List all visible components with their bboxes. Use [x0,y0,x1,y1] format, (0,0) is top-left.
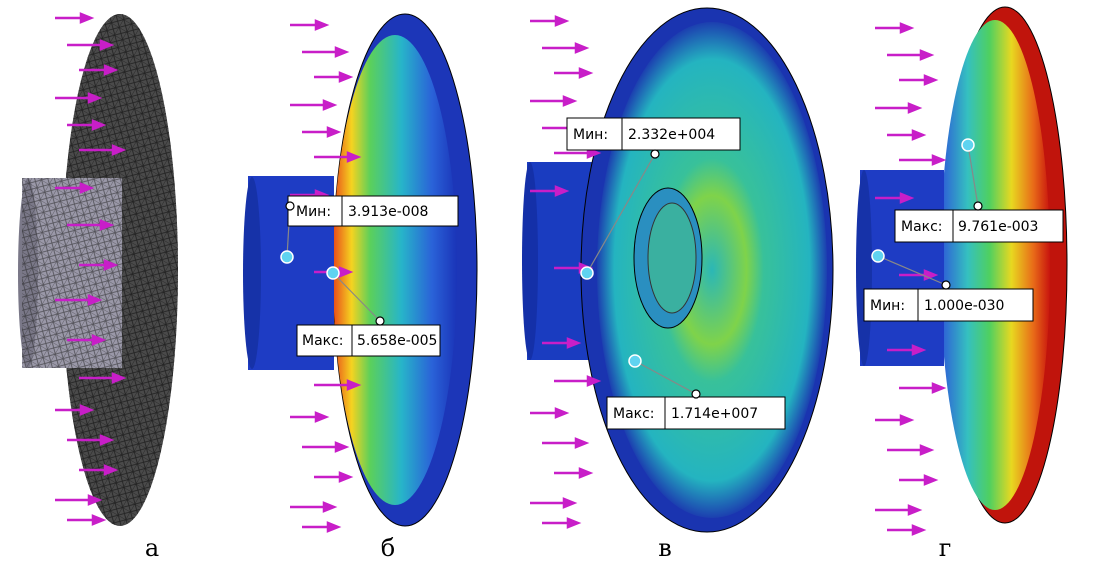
load-arrow [314,73,350,81]
callout-value: 2.332e+004 [628,127,715,143]
load-arrow [887,51,931,59]
probe [629,355,641,367]
callout-value: 1.000e-030 [924,298,1004,314]
panel-label: г [939,534,952,562]
callout-name: Макс: [901,219,943,235]
load-arrow [899,384,943,392]
load-arrow [290,101,334,109]
panel-b [243,14,477,526]
load-arrow [554,377,598,385]
anchor [692,390,700,398]
load-arrow [530,17,566,25]
load-arrow [899,476,935,484]
load-arrow [875,416,911,424]
panel-a [18,14,178,526]
load-arrow [302,128,338,136]
load-arrow [314,473,350,481]
load-arrow [899,156,943,164]
anchor [286,202,294,210]
figure: Мин: 3.913e-008 Макс: 5.658e-005 Мин: 2.… [0,0,1094,568]
callout-name: Мин: [573,127,608,143]
anchor [651,150,659,158]
callout-name: Макс: [302,333,344,349]
load-arrow [875,24,911,32]
load-arrow [290,21,326,29]
load-arrow [55,496,99,504]
load-arrow [55,14,91,22]
panel-label: в [658,534,672,562]
load-arrow [67,516,103,524]
callout-value: 3.913e-008 [348,204,428,220]
load-arrow [302,443,346,451]
panel-v [522,8,833,532]
load-arrow [554,69,590,77]
load-arrow [542,439,586,447]
callout-value: 9.761e-003 [958,219,1038,235]
load-arrow [530,97,574,105]
load-arrow [887,526,923,534]
load-arrow [887,446,931,454]
load-arrow [530,499,574,507]
load-arrow [875,506,919,514]
load-arrow [887,131,923,139]
load-arrow [290,503,334,511]
load-arrow [314,381,358,389]
load-arrow [290,413,326,421]
panel-g [856,7,1067,523]
load-arrow [302,48,346,56]
load-arrow [530,409,566,417]
anchor [942,281,950,289]
load-arrow [542,44,586,52]
probe [872,250,884,262]
probe [962,139,974,151]
panel-label: б [381,534,395,562]
panel-label: а [145,534,159,562]
load-arrow [899,76,935,84]
load-arrow [875,104,919,112]
load-arrow [542,519,578,527]
anchor [974,202,982,210]
probe [581,267,593,279]
callout-name: Макс: [613,406,655,422]
probe [281,251,293,263]
load-arrow [67,41,111,49]
callout-name: Мин: [870,298,905,314]
load-arrow [554,469,590,477]
callout-value: 1.714e+007 [671,406,758,422]
callout-value: 5.658e-005 [357,333,437,349]
anchor [376,317,384,325]
callout-name: Мин: [296,204,331,220]
load-arrow [314,153,358,161]
probe [327,267,339,279]
load-arrow [302,523,338,531]
